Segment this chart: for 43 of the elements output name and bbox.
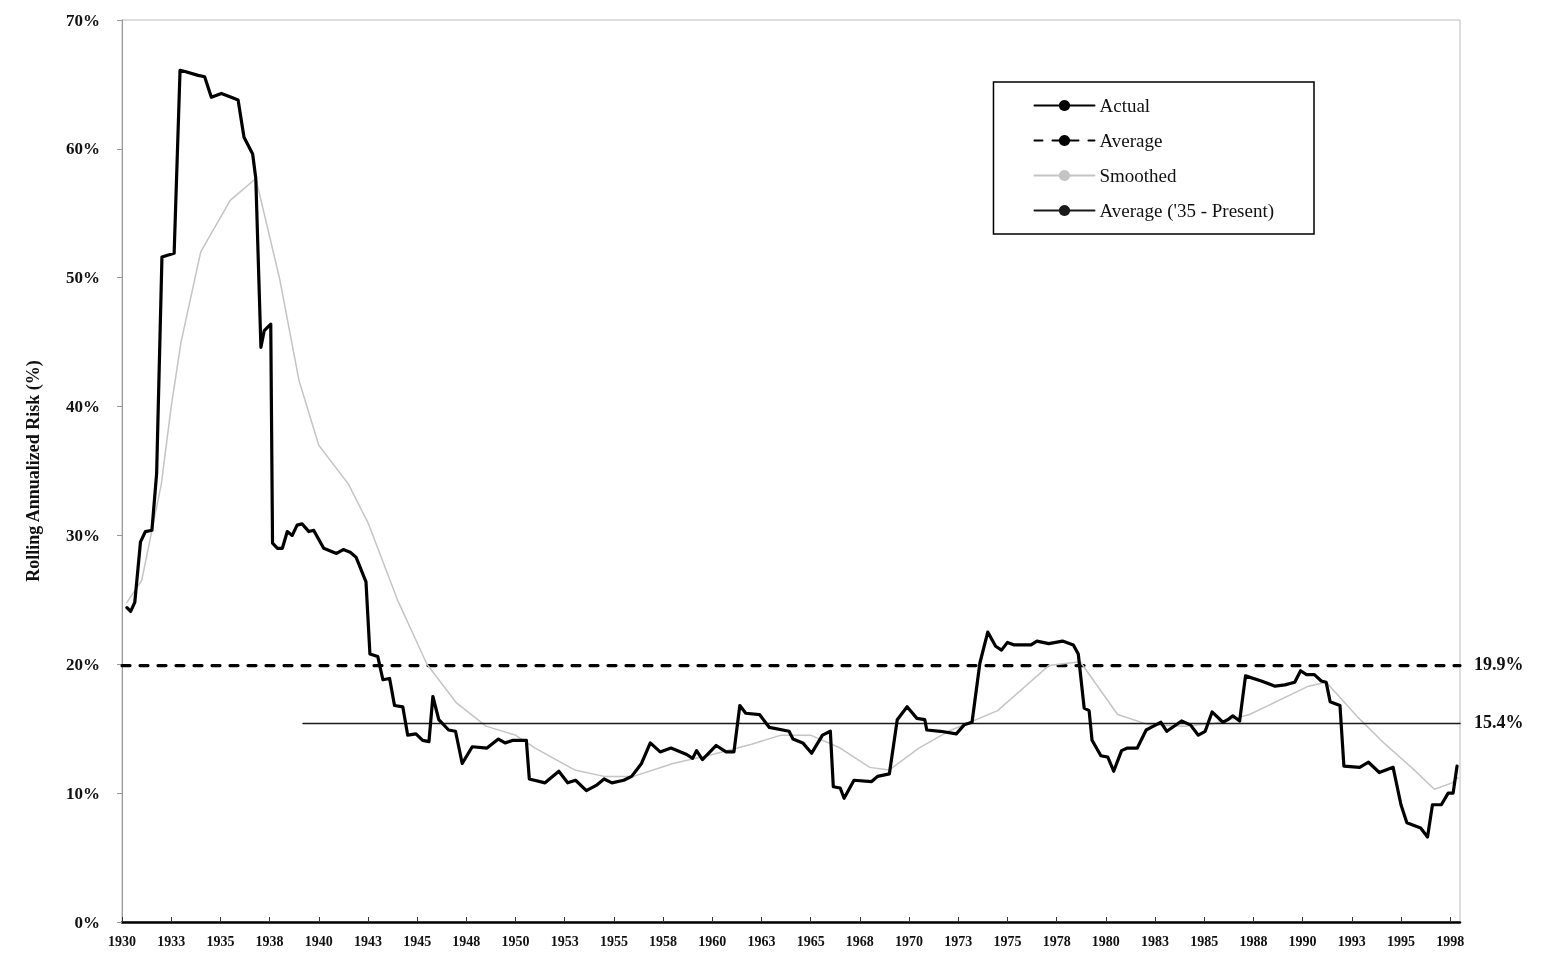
x-tick-label: 1943 (353, 933, 382, 949)
x-tick-label: 1935 (206, 933, 235, 949)
x-tick-label: 1950 (501, 933, 530, 949)
x-tick-label: 1983 (1141, 933, 1170, 949)
x-tick-label: 1965 (796, 933, 825, 949)
y-tick-label: 50% (66, 268, 100, 288)
x-tick-label: 1988 (1239, 933, 1268, 949)
x-tick-label: 1978 (1042, 933, 1071, 949)
x-tick-label: 1968 (845, 933, 874, 949)
x-tick-label: 1948 (452, 933, 481, 949)
y-tick-label: 40% (66, 397, 100, 417)
x-tick-label: 1930 (108, 933, 136, 949)
x-tick-label: 1960 (698, 933, 727, 949)
x-tick-label: 1955 (599, 933, 628, 949)
legend-label: Smoothed (1099, 165, 1178, 186)
y-tick-label: 70% (66, 10, 100, 30)
x-tick-label: 1998 (1436, 933, 1465, 949)
x-tick-label: 1940 (304, 933, 333, 949)
x-tick-label: 1973 (944, 933, 973, 949)
x-tick-label: 1933 (157, 933, 186, 949)
x-tick-label: 1993 (1337, 933, 1366, 949)
x-tick-label: 1970 (895, 933, 924, 949)
y-axis-title: Rolling Annualized Risk (%) (23, 360, 44, 582)
x-tick-label: 1963 (747, 933, 776, 949)
annotation: 19.9% (1474, 653, 1524, 674)
x-tick-label: 1980 (1091, 933, 1120, 949)
x-tick-label: 1938 (255, 933, 284, 949)
y-tick-label: 10% (66, 783, 100, 803)
legend-label: Actual (1099, 95, 1151, 116)
x-tick-label: 1975 (993, 933, 1022, 949)
x-tick-label: 1995 (1386, 933, 1415, 949)
x-tick-label: 1945 (403, 933, 432, 949)
x-tick-label: 1953 (550, 933, 579, 949)
legend-label: Average (1099, 130, 1163, 151)
y-tick-label: 60% (66, 139, 100, 159)
x-tick-label: 1985 (1190, 933, 1219, 949)
y-tick-label: 30% (66, 525, 100, 545)
y-tick-label: 0% (74, 912, 100, 932)
annotation: 15.4% (1474, 711, 1524, 732)
legend-label: Average ('35 - Present) (1099, 200, 1275, 222)
y-tick-label: 20% (66, 654, 100, 674)
x-tick-label: 1958 (649, 933, 678, 949)
x-tick-label: 1990 (1288, 933, 1317, 949)
